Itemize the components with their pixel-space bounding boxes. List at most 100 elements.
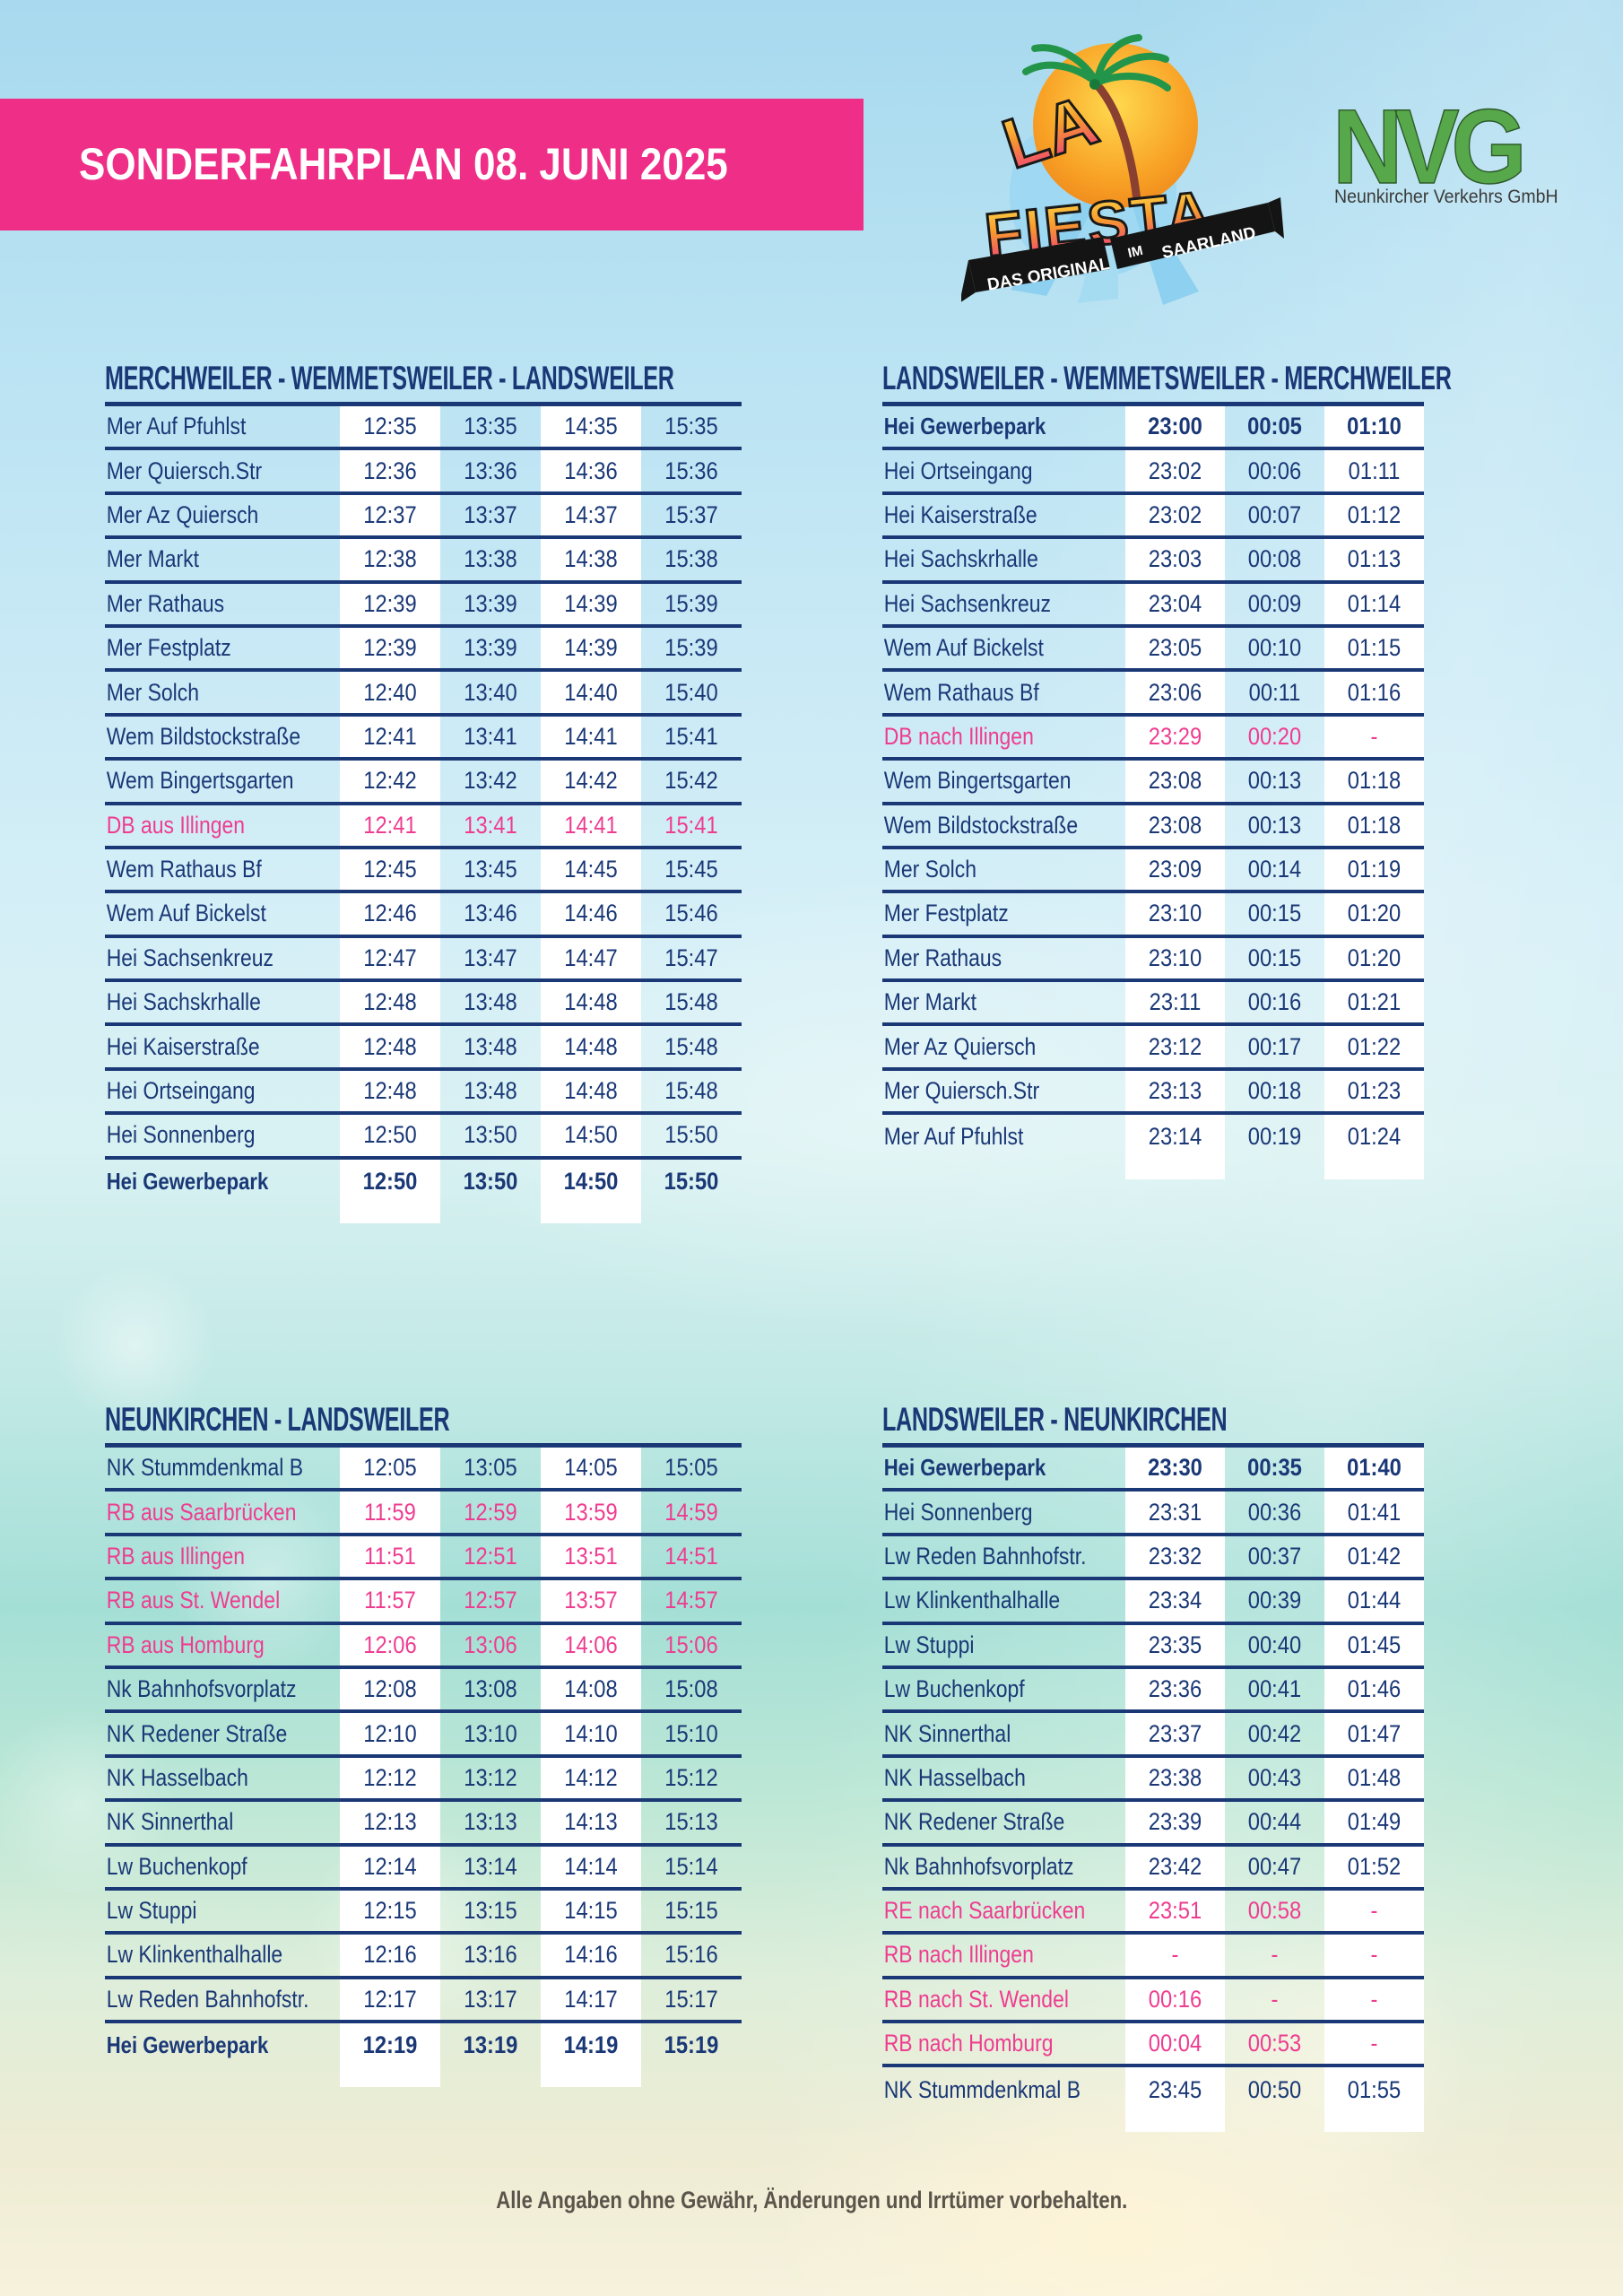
departure-time-cell: 15:40 — [664, 678, 718, 706]
station-name: NK Hasselbach — [883, 1763, 1026, 1791]
departure-time-cell: 01:49 — [1347, 1808, 1402, 1836]
departure-time-cell: 23:38 — [1148, 1763, 1202, 1791]
departure-time-cell: 00:40 — [1247, 1631, 1302, 1658]
departure-time-cell: 13:59 — [564, 1498, 618, 1526]
departure-time-cell: 13:48 — [464, 988, 517, 1016]
station-name: Hei Gewerbepark — [883, 1454, 1046, 1482]
departure-time-cell: 15:35 — [664, 413, 718, 440]
departure-time-cell: 13:36 — [464, 457, 517, 484]
departure-time-cell: 13:45 — [464, 856, 517, 883]
departure-time-cell: 12:40 — [363, 678, 417, 706]
white-column-band — [1125, 406, 1225, 1179]
footer-disclaimer: Alle Angaben ohne Gewähr, Änderungen und… — [0, 2187, 1623, 2214]
timetable-row: Mer Auf Pfuhlst 23:14 00:19 01:24 — [882, 1115, 1424, 1159]
timetable-row: Hei Kaiserstraße 12:48 13:48 14:48 15:48 — [105, 1026, 742, 1071]
departure-time-cell: 15:36 — [664, 457, 718, 484]
station-name: NK Hasselbach — [106, 1763, 248, 1791]
timetable-row: Lw Buchenkopf 12:14 13:14 14:14 15:14 — [105, 1847, 742, 1891]
departure-time-cell: 12:51 — [464, 1542, 517, 1570]
departure-time-cell: 23:03 — [1148, 545, 1202, 573]
departure-time-cell: 15:08 — [664, 1675, 718, 1703]
departure-time-cell: 01:47 — [1347, 1719, 1402, 1747]
station-name: RB aus Saarbrücken — [106, 1498, 297, 1526]
departure-time-cell: 13:12 — [464, 1763, 517, 1791]
departure-time-cell: 00:20 — [1247, 722, 1302, 750]
departure-time-cell: 12:36 — [363, 457, 417, 484]
departure-time-cell: 00:07 — [1247, 500, 1302, 528]
timetable-row: Mer Az Quiersch 12:37 13:37 14:37 15:37 — [105, 495, 742, 540]
departure-time-cell: 14:59 — [664, 1498, 718, 1526]
departure-time-cell: 15:38 — [664, 545, 718, 573]
timetable-row: Mer Az Quiersch 23:12 00:17 01:22 — [882, 1026, 1424, 1071]
timetable-row: RB aus Homburg 12:06 13:06 14:06 15:06 — [105, 1625, 742, 1669]
departure-time-cell: 13:10 — [464, 1719, 517, 1747]
departure-time-cell: 15:10 — [664, 1719, 718, 1747]
departure-time-cell: 14:40 — [564, 678, 618, 706]
station-name: Hei Kaiserstraße — [883, 500, 1037, 528]
station-name: Hei Kaiserstraße — [106, 1032, 260, 1060]
timetable-landsweiler-wemmetsweiler-merchweiler: LANDSWEILER - WEMMETSWEILER - MERCHWEILE… — [882, 361, 1452, 1179]
departure-time-cell: 00:36 — [1247, 1498, 1302, 1526]
departure-time-cell: 23:45 — [1148, 2075, 1202, 2103]
departure-time-cell: 13:50 — [464, 1121, 517, 1149]
timetable-row: Wem Auf Bickelst 23:05 00:10 01:15 — [882, 628, 1424, 673]
station-name: NK Stummdenkmal B — [883, 2075, 1081, 2103]
table-title: MERCHWEILER - WEMMETSWEILER - LANDSWEILE… — [105, 360, 674, 396]
departure-time-cell: 12:41 — [363, 722, 417, 750]
departure-time-cell: 13:13 — [464, 1808, 517, 1836]
departure-time-cell: 00:50 — [1247, 2075, 1302, 2103]
departure-time-cell: 00:14 — [1247, 856, 1302, 883]
departure-time-cell: 14:41 — [564, 722, 618, 750]
departure-time-cell: 14:48 — [564, 988, 618, 1016]
station-name: RB aus St. Wendel — [106, 1587, 281, 1614]
departure-time-cell: 14:48 — [564, 1032, 618, 1060]
departure-time-cell: 00:11 — [1248, 678, 1301, 706]
departure-time-cell: 01:19 — [1347, 856, 1402, 883]
departure-time-cell: 12:06 — [363, 1631, 417, 1658]
departure-time-cell: - — [1370, 1897, 1378, 1925]
white-column-band — [340, 1448, 440, 2088]
departure-time-cell: 23:12 — [1148, 1032, 1202, 1060]
station-name: NK Sinnerthal — [106, 1808, 234, 1836]
station-name: Hei Gewerbepark — [883, 413, 1046, 440]
departure-time-cell: 14:10 — [564, 1719, 618, 1747]
departure-time-cell: 11:51 — [364, 1542, 416, 1570]
timetable-row: Mer Markt 23:11 00:16 01:21 — [882, 982, 1424, 1027]
timetable-row: NK Sinnerthal 23:37 00:42 01:47 — [882, 1713, 1424, 1758]
station-name: RB aus Homburg — [106, 1631, 265, 1658]
departure-time-cell: 15:50 — [664, 1167, 719, 1195]
nvg-letters: NVG — [1332, 88, 1522, 206]
departure-time-cell: 23:10 — [1148, 900, 1202, 927]
departure-time-cell: 12:35 — [363, 413, 417, 440]
station-name: Wem Bildstockstraße — [883, 811, 1079, 839]
departure-time-cell: 14:06 — [564, 1631, 618, 1658]
station-name: DB nach Illingen — [883, 722, 1034, 750]
station-name: Hei Ortseingang — [883, 457, 1033, 484]
timetable-row: Lw Reden Bahnhofstr. 12:17 13:17 14:17 15:17 — [105, 1979, 742, 2024]
departure-time-cell: 01:15 — [1347, 634, 1402, 662]
station-name: Mer Markt — [883, 988, 976, 1016]
station-name: Mer Rathaus — [883, 944, 1002, 971]
timetable-row: RB aus Saarbrücken 11:59 12:59 13:59 14:59 — [105, 1492, 742, 1536]
station-name: Lw Reden Bahnhofstr. — [106, 1985, 309, 2013]
departure-time-cell: 00:19 — [1247, 1123, 1302, 1151]
departure-time-cell: 14:47 — [564, 944, 618, 971]
departure-time-cell: 23:13 — [1148, 1077, 1202, 1105]
timetable-row: Mer Festplatz 12:39 13:39 14:39 15:39 — [105, 628, 742, 673]
timetable-row: NK Redener Straße 12:10 13:10 14:10 15:10 — [105, 1713, 742, 1758]
departure-time-cell: 15:39 — [664, 634, 718, 662]
station-name: Wem Rathaus Bf — [106, 856, 262, 883]
departure-time-cell: 01:11 — [1348, 457, 1401, 484]
timetable-row: Mer Rathaus 12:39 13:39 14:39 15:39 — [105, 584, 742, 628]
white-column-band — [1324, 1448, 1424, 2132]
station-name: RB nach Illingen — [883, 1941, 1034, 1969]
departure-time-cell: 23:11 — [1149, 988, 1202, 1016]
departure-time-cell: 12:57 — [464, 1587, 517, 1614]
departure-time-cell: 12:38 — [363, 545, 417, 573]
departure-time-cell: 13:50 — [463, 1167, 518, 1195]
departure-time-cell: 13:35 — [464, 413, 517, 440]
timetable-row: Lw Stuppi 12:15 13:15 14:15 15:15 — [105, 1891, 742, 1935]
station-name: DB aus Illingen — [106, 811, 246, 839]
station-name: Lw Klinkenthalhalle — [106, 1941, 283, 1969]
departure-time-cell: 23:08 — [1148, 811, 1202, 839]
